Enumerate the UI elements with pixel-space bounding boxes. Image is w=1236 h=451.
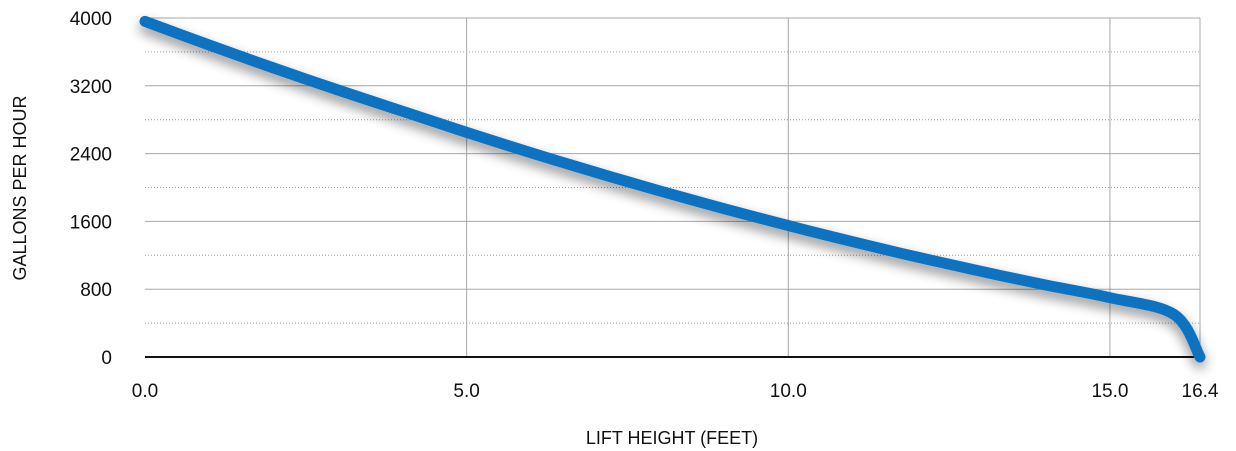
series-line [139, 15, 1206, 363]
axes: 0 800 1600 2400 3200 4000 0.0 5.0 10.0 15.0 16.4 [70, 9, 1219, 402]
y-tick-label: 4000 [70, 9, 112, 30]
x-tick-label: 16.4 [1182, 381, 1219, 402]
x-tick-label: 15.0 [1091, 381, 1128, 402]
grid [145, 17, 1201, 357]
y-tick-label: 2400 [70, 145, 112, 166]
x-tick-label: 10.0 [770, 381, 807, 402]
x-tick-label: 0.0 [132, 381, 158, 402]
series-layer [139, 15, 1206, 363]
y-tick-label: 3200 [70, 77, 112, 98]
labels: LIFT HEIGHT (FEET) GALLONS PER HOUR [10, 95, 758, 448]
x-axis-title: LIFT HEIGHT (FEET) [586, 428, 758, 448]
y-tick-label: 0 [101, 348, 112, 369]
y-tick-label: 1600 [70, 212, 112, 233]
y-tick-label: 800 [80, 280, 112, 301]
x-tick-label: 5.0 [453, 381, 479, 402]
y-axis-title: GALLONS PER HOUR [10, 95, 30, 280]
